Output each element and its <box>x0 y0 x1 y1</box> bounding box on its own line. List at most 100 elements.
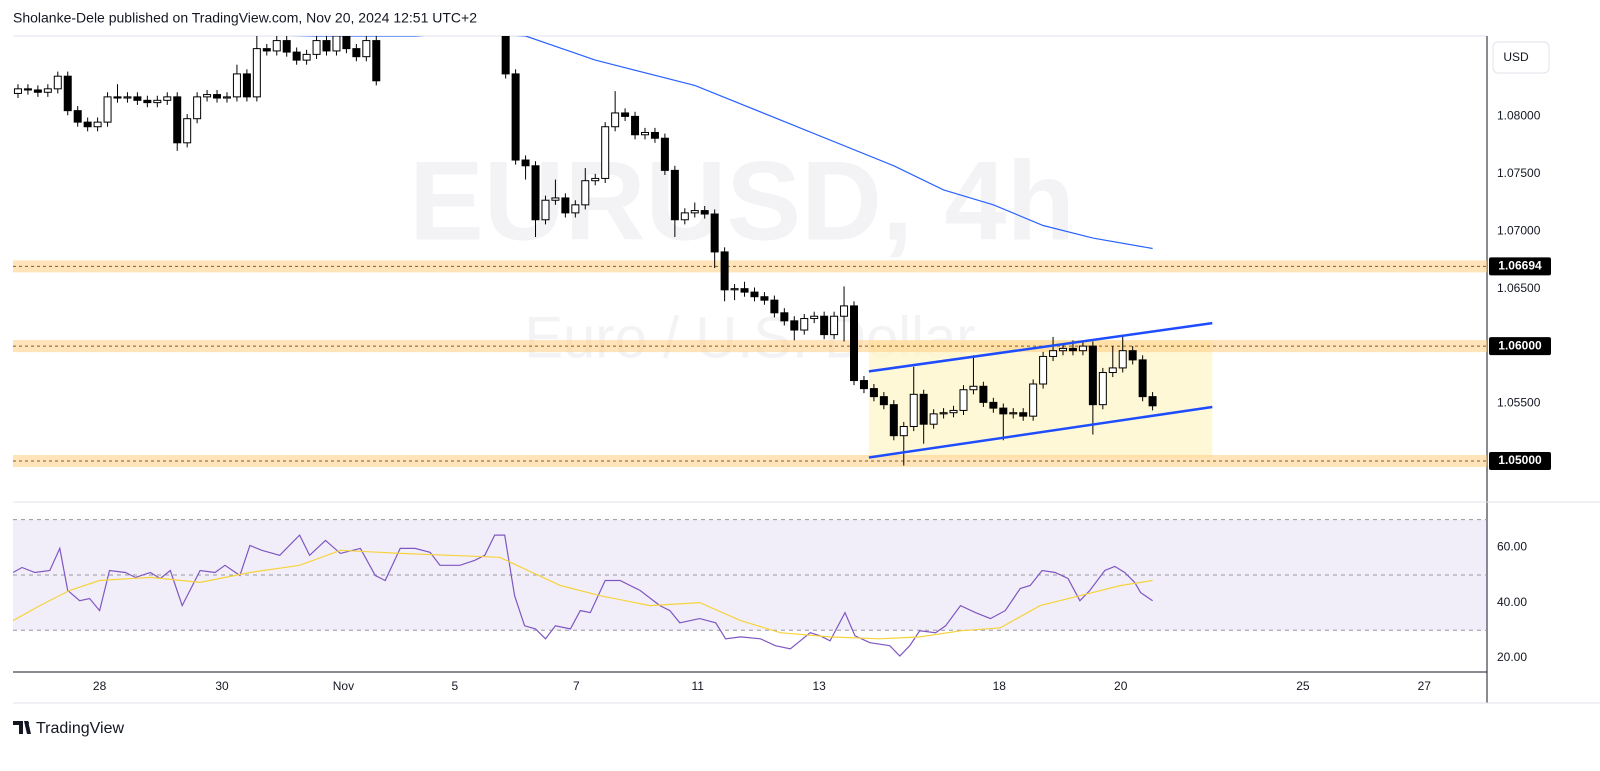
candle-body <box>770 299 779 314</box>
candle-body <box>73 110 82 123</box>
candle-body <box>959 389 968 411</box>
candle-body <box>690 210 699 214</box>
candle-body <box>949 409 958 414</box>
channel-line <box>868 405 1213 459</box>
candle-body <box>1098 372 1107 406</box>
candle-body <box>93 121 102 128</box>
candle-body <box>282 40 291 53</box>
candle-body <box>899 425 908 437</box>
header-title: Sholanke-Dele published on TradingView.c… <box>13 10 477 26</box>
candle-body <box>193 96 202 120</box>
x-tick-label: 30 <box>215 679 229 693</box>
currency-button[interactable] <box>1492 41 1550 74</box>
channel-line <box>868 321 1213 373</box>
candle-body <box>272 40 281 52</box>
currency-label[interactable]: USD <box>1503 50 1529 64</box>
y-tick-label: 1.06500 <box>1497 281 1541 295</box>
x-tick-label: 13 <box>812 679 826 693</box>
candle-body <box>810 315 819 320</box>
candle-body <box>1148 396 1157 407</box>
candle-body <box>710 213 719 253</box>
candle-body <box>43 88 52 93</box>
level-label-box <box>1489 337 1551 356</box>
candle-body <box>999 407 1008 415</box>
candle-body <box>939 412 948 415</box>
x-tick-label: 5 <box>452 679 459 693</box>
candle-body <box>1088 345 1097 406</box>
candle-body <box>13 88 22 94</box>
candle-body <box>332 36 341 52</box>
candle-body <box>850 305 859 382</box>
rsi-ma-line <box>13 549 1153 640</box>
rsi-tick-label: 20.00 <box>1497 650 1527 664</box>
level-label: 1.06694 <box>1498 259 1542 273</box>
candle-body <box>621 112 630 117</box>
candle-body <box>1009 412 1018 415</box>
level-band <box>13 454 1487 467</box>
candle-body <box>989 401 998 409</box>
candle-body <box>720 251 729 291</box>
candle-body <box>173 96 182 144</box>
candle-body <box>232 73 241 98</box>
candle-body <box>969 385 978 391</box>
y-tick-label: 1.07500 <box>1497 166 1541 180</box>
candle-body <box>541 199 550 221</box>
candle-body <box>252 48 261 98</box>
x-tick-label: 27 <box>1418 679 1432 693</box>
x-tick-label: Nov <box>333 679 354 693</box>
candle-body <box>183 118 192 144</box>
candle-body <box>790 320 799 331</box>
candle-body <box>879 396 888 406</box>
candle-body <box>1078 345 1087 352</box>
level-label: 1.06000 <box>1498 338 1542 352</box>
y-tick-label: 1.07000 <box>1497 223 1541 237</box>
candle-body <box>670 169 679 221</box>
moving-average <box>289 36 1153 250</box>
candle-body <box>23 88 32 91</box>
candle-body <box>352 48 361 58</box>
candle-body <box>601 126 610 179</box>
x-tick-label: 20 <box>1114 679 1128 693</box>
candle-body <box>1108 367 1117 374</box>
candle-body <box>242 73 251 98</box>
candle-body <box>750 291 759 298</box>
candle-body <box>740 288 749 293</box>
candle-body <box>213 94 222 99</box>
candle-body <box>511 73 520 161</box>
candle-body <box>133 96 142 101</box>
candle-body <box>780 312 789 322</box>
candle-body <box>63 75 72 112</box>
candle-body <box>571 204 580 214</box>
candle-body <box>1039 355 1048 385</box>
level-band <box>13 260 1487 273</box>
candle-body <box>1019 412 1028 417</box>
candle-body <box>123 96 132 99</box>
candle-body <box>760 296 769 301</box>
x-tick-label: 7 <box>573 679 580 693</box>
candle-body <box>730 288 739 291</box>
y-tick-label: 1.05500 <box>1497 396 1541 410</box>
candle-body <box>581 180 590 206</box>
candle-body <box>1068 347 1077 352</box>
candle-body <box>143 99 152 104</box>
candle-body <box>1059 347 1068 352</box>
candle-body <box>312 40 321 55</box>
candle-body <box>33 89 42 93</box>
candle-body <box>640 131 649 136</box>
candle-body <box>501 36 510 75</box>
candle-body <box>551 197 560 201</box>
candle-body <box>302 53 311 61</box>
candle-body <box>650 131 659 139</box>
candle-body <box>1138 359 1147 398</box>
level-label-box <box>1489 257 1551 276</box>
candle-body <box>113 96 122 99</box>
rsi-line <box>13 534 1153 657</box>
candle-body <box>163 96 172 101</box>
level-band <box>13 340 1487 353</box>
candle-body <box>103 96 112 123</box>
level-label: 1.05000 <box>1498 453 1542 467</box>
x-tick-label: 11 <box>692 679 705 693</box>
main-pane <box>13 36 1487 467</box>
